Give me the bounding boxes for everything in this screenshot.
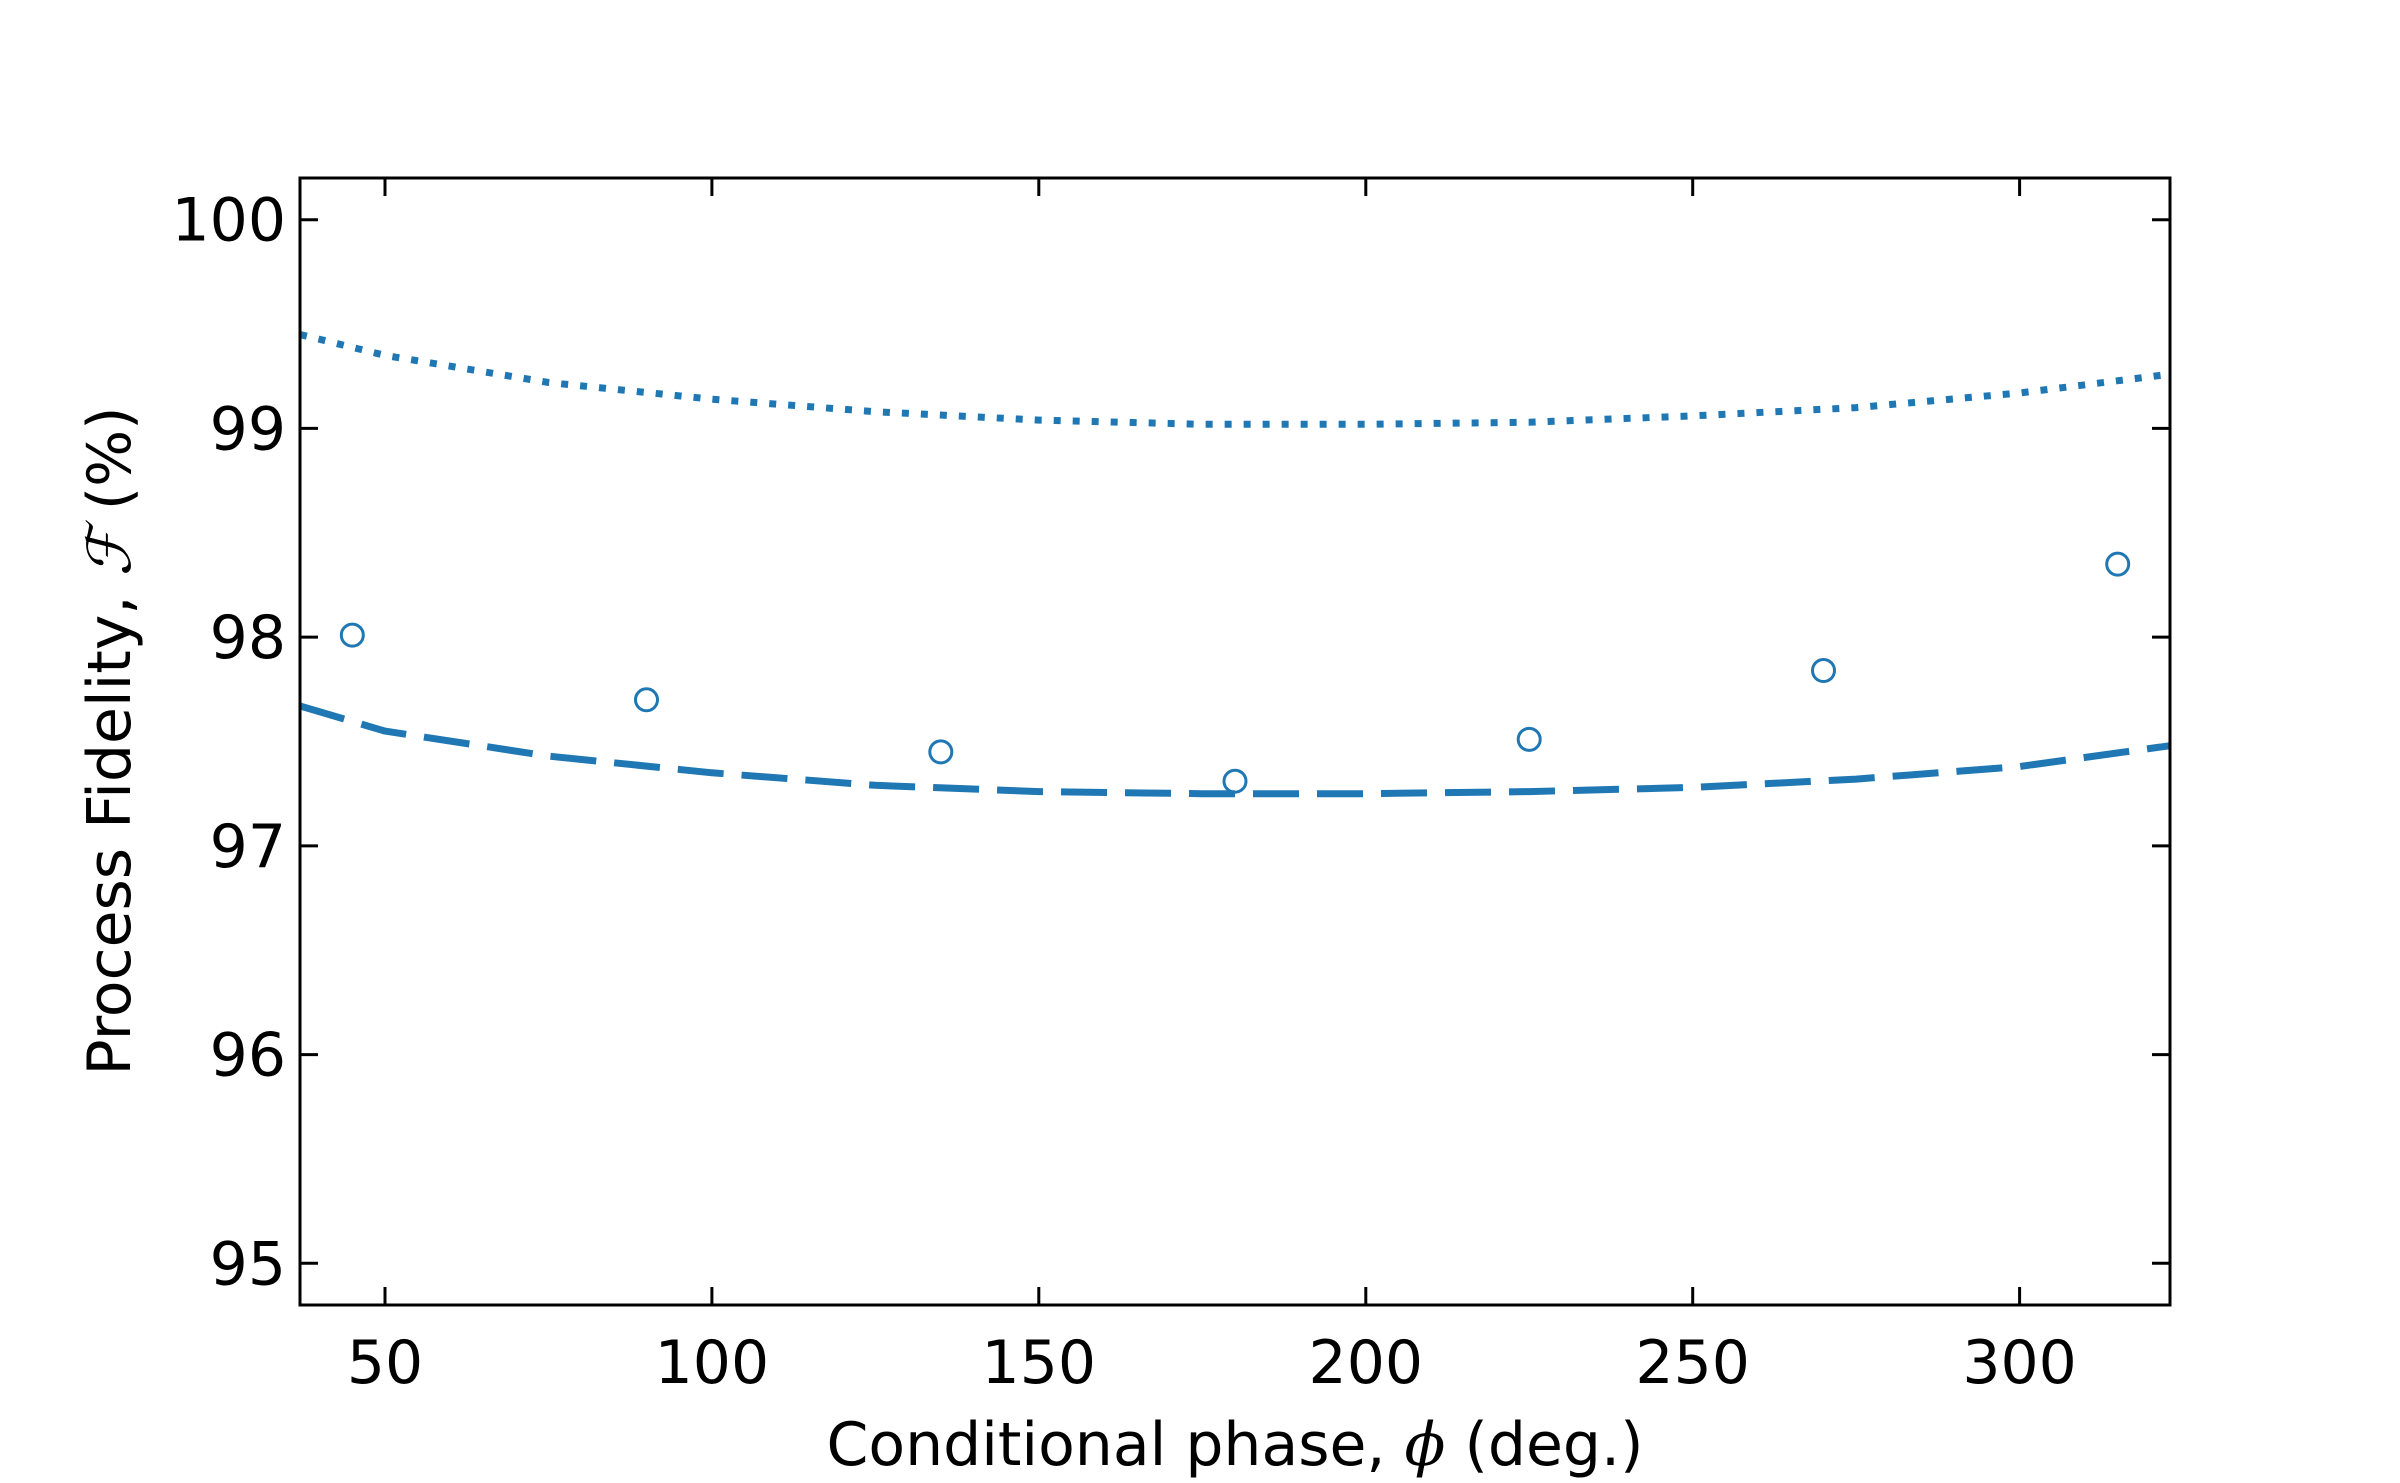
data-point xyxy=(928,739,954,765)
y-tick-label: 95 xyxy=(210,1229,286,1299)
y-axis-label-prefix: Process Fidelity, xyxy=(75,577,145,1076)
data-point xyxy=(2105,551,2131,577)
x-axis-label-prefix: Conditional phase, xyxy=(827,1410,1405,1480)
y-tick-label: 99 xyxy=(210,394,286,464)
x-tick-label: 100 xyxy=(655,1328,770,1398)
y-tick-label: 97 xyxy=(210,812,286,882)
data-point xyxy=(1222,768,1248,794)
x-axis-symbol: ϕ xyxy=(1405,1410,1446,1480)
x-tick-label: 50 xyxy=(347,1328,423,1398)
x-tick-label: 150 xyxy=(982,1328,1097,1398)
data-point xyxy=(634,687,659,713)
x-tick-label: 300 xyxy=(1962,1328,2077,1398)
plot-frame xyxy=(298,176,2172,1307)
y-tick-label: 96 xyxy=(210,1021,286,1091)
y-tick-label: 100 xyxy=(171,186,286,256)
x-tick-label: 250 xyxy=(1635,1328,1750,1398)
data-point xyxy=(1811,658,1836,683)
data-point xyxy=(1516,726,1542,752)
data-point xyxy=(339,622,365,648)
dotted-curve xyxy=(300,331,2170,428)
dashed-curve xyxy=(300,702,2170,798)
y-tick-label: 98 xyxy=(210,603,286,673)
x-tick-label: 200 xyxy=(1309,1328,1424,1398)
y-axis-label-suffix: (%) xyxy=(75,406,145,529)
x-axis-label: Conditional phase, ϕ (deg.) xyxy=(827,1410,1644,1480)
y-axis-label: Process Fidelity, ℱ (%) xyxy=(75,406,145,1075)
x-axis-label-suffix: (deg.) xyxy=(1445,1410,1643,1480)
